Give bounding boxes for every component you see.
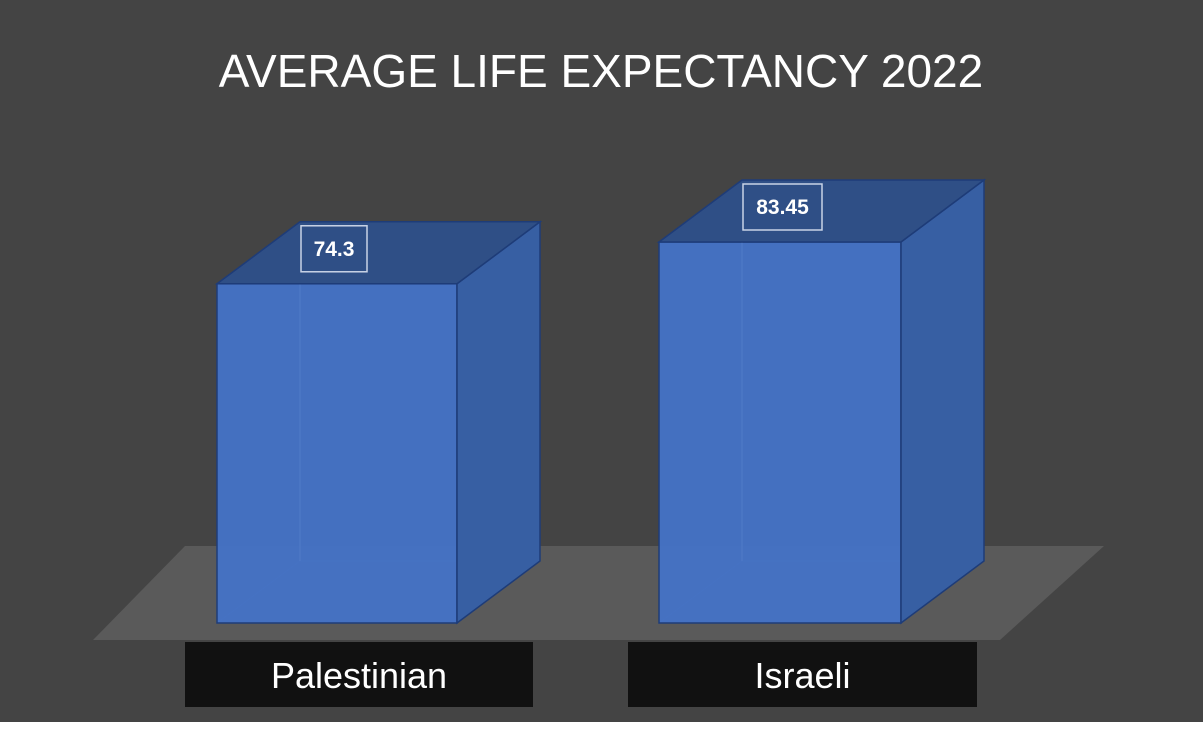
bar-front-face [216,283,458,624]
bar-front-face [658,241,902,624]
bar-side-face [456,220,541,625]
category-label-text: Israeli [754,655,850,696]
category-label-0: Palestinian [185,642,533,707]
bar-top-face [214,221,543,285]
data-label-1: 83.45 [742,183,823,231]
data-label-box [300,225,368,273]
category-label-box [185,642,533,707]
category-label-text: Palestinian [271,655,447,696]
bottom-strip [0,722,1203,729]
bars-layer: 74.3 83.45 [214,178,987,625]
category-label-box [628,642,977,707]
bar-side-face [900,178,985,625]
category-label-1: Israeli [628,642,977,707]
bar-1: 83.45 [656,178,987,625]
data-label-0: 74.3 [300,225,368,273]
data-label-text: 74.3 [314,238,355,261]
data-label-box [742,183,823,231]
chart-title: AVERAGE LIFE EXPECTANCY 2022 [219,45,983,97]
data-label-text: 83.45 [756,196,809,219]
bar-0: 74.3 [214,220,543,625]
labels-layer: Palestinian Israeli [185,642,977,707]
